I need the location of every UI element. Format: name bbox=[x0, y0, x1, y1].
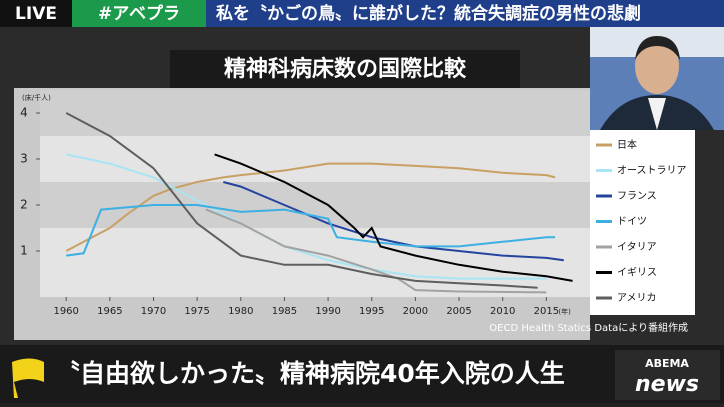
x-tick-label: 1985 bbox=[272, 306, 297, 317]
legend-label: ドイツ bbox=[617, 217, 647, 228]
x-tick-label: 2010 bbox=[490, 306, 515, 317]
y-tick-label: 3 bbox=[20, 152, 28, 166]
chart-title: 精神科病床数の国際比較 bbox=[224, 56, 467, 82]
series-line bbox=[66, 204, 556, 257]
legend-label: イギリス bbox=[617, 267, 657, 279]
logo-bottom: news bbox=[635, 372, 699, 397]
x-axis-label: (年) bbox=[558, 307, 571, 316]
series-line bbox=[65, 112, 538, 289]
x-tick-label: 1990 bbox=[315, 306, 340, 317]
y-tick-label: 4 bbox=[20, 106, 28, 120]
legend-label: イタリア bbox=[617, 241, 657, 253]
y-tick-label: 2 bbox=[20, 198, 28, 212]
series-line bbox=[65, 162, 556, 252]
x-tick-label: 1965 bbox=[97, 306, 122, 317]
series-line bbox=[65, 153, 547, 280]
logo-top: ABEMA bbox=[645, 357, 689, 370]
legend-label: フランス bbox=[617, 190, 657, 202]
logo-box bbox=[615, 350, 720, 400]
x-tick-label: 1970 bbox=[141, 306, 166, 317]
live-box bbox=[0, 0, 72, 27]
legend-label: 日本 bbox=[617, 138, 637, 151]
legend-label: アメリカ bbox=[617, 292, 657, 304]
x-tick-label: 2015 bbox=[534, 306, 559, 317]
caption-bar bbox=[0, 345, 724, 403]
y-axis-label: (床/千人) bbox=[22, 93, 51, 102]
x-tick-label: 2005 bbox=[446, 306, 471, 317]
series-line bbox=[214, 153, 573, 282]
caption: 〝自由欲しかった〟精神病院40年入院の人生 bbox=[55, 359, 565, 388]
x-tick-label: 1980 bbox=[228, 306, 253, 317]
headline: 私を〝かごの鳥〟に誰がした？統合失調症の男性の悲劇 bbox=[216, 3, 641, 24]
flag-icon bbox=[12, 358, 44, 398]
legend-label: オーストラリア bbox=[617, 165, 687, 177]
x-tick-label: 1975 bbox=[184, 306, 209, 317]
stripe bbox=[40, 182, 590, 228]
source-note: OECD Health Statics Dataにより番組作成 bbox=[489, 321, 688, 334]
x-tick-label: 1995 bbox=[359, 306, 384, 317]
title-box bbox=[170, 50, 520, 90]
y-tick-label: 1 bbox=[20, 244, 28, 258]
hashtag: #アベプラ bbox=[98, 3, 180, 24]
live-label: LIVE bbox=[15, 4, 57, 24]
presenter-photo bbox=[590, 27, 724, 130]
x-tick-label: 2000 bbox=[403, 306, 428, 317]
hashtag-box bbox=[72, 0, 206, 27]
series-line bbox=[205, 208, 547, 294]
x-tick-label: 1960 bbox=[53, 306, 78, 317]
series-line bbox=[223, 181, 564, 262]
stripe bbox=[40, 90, 590, 136]
